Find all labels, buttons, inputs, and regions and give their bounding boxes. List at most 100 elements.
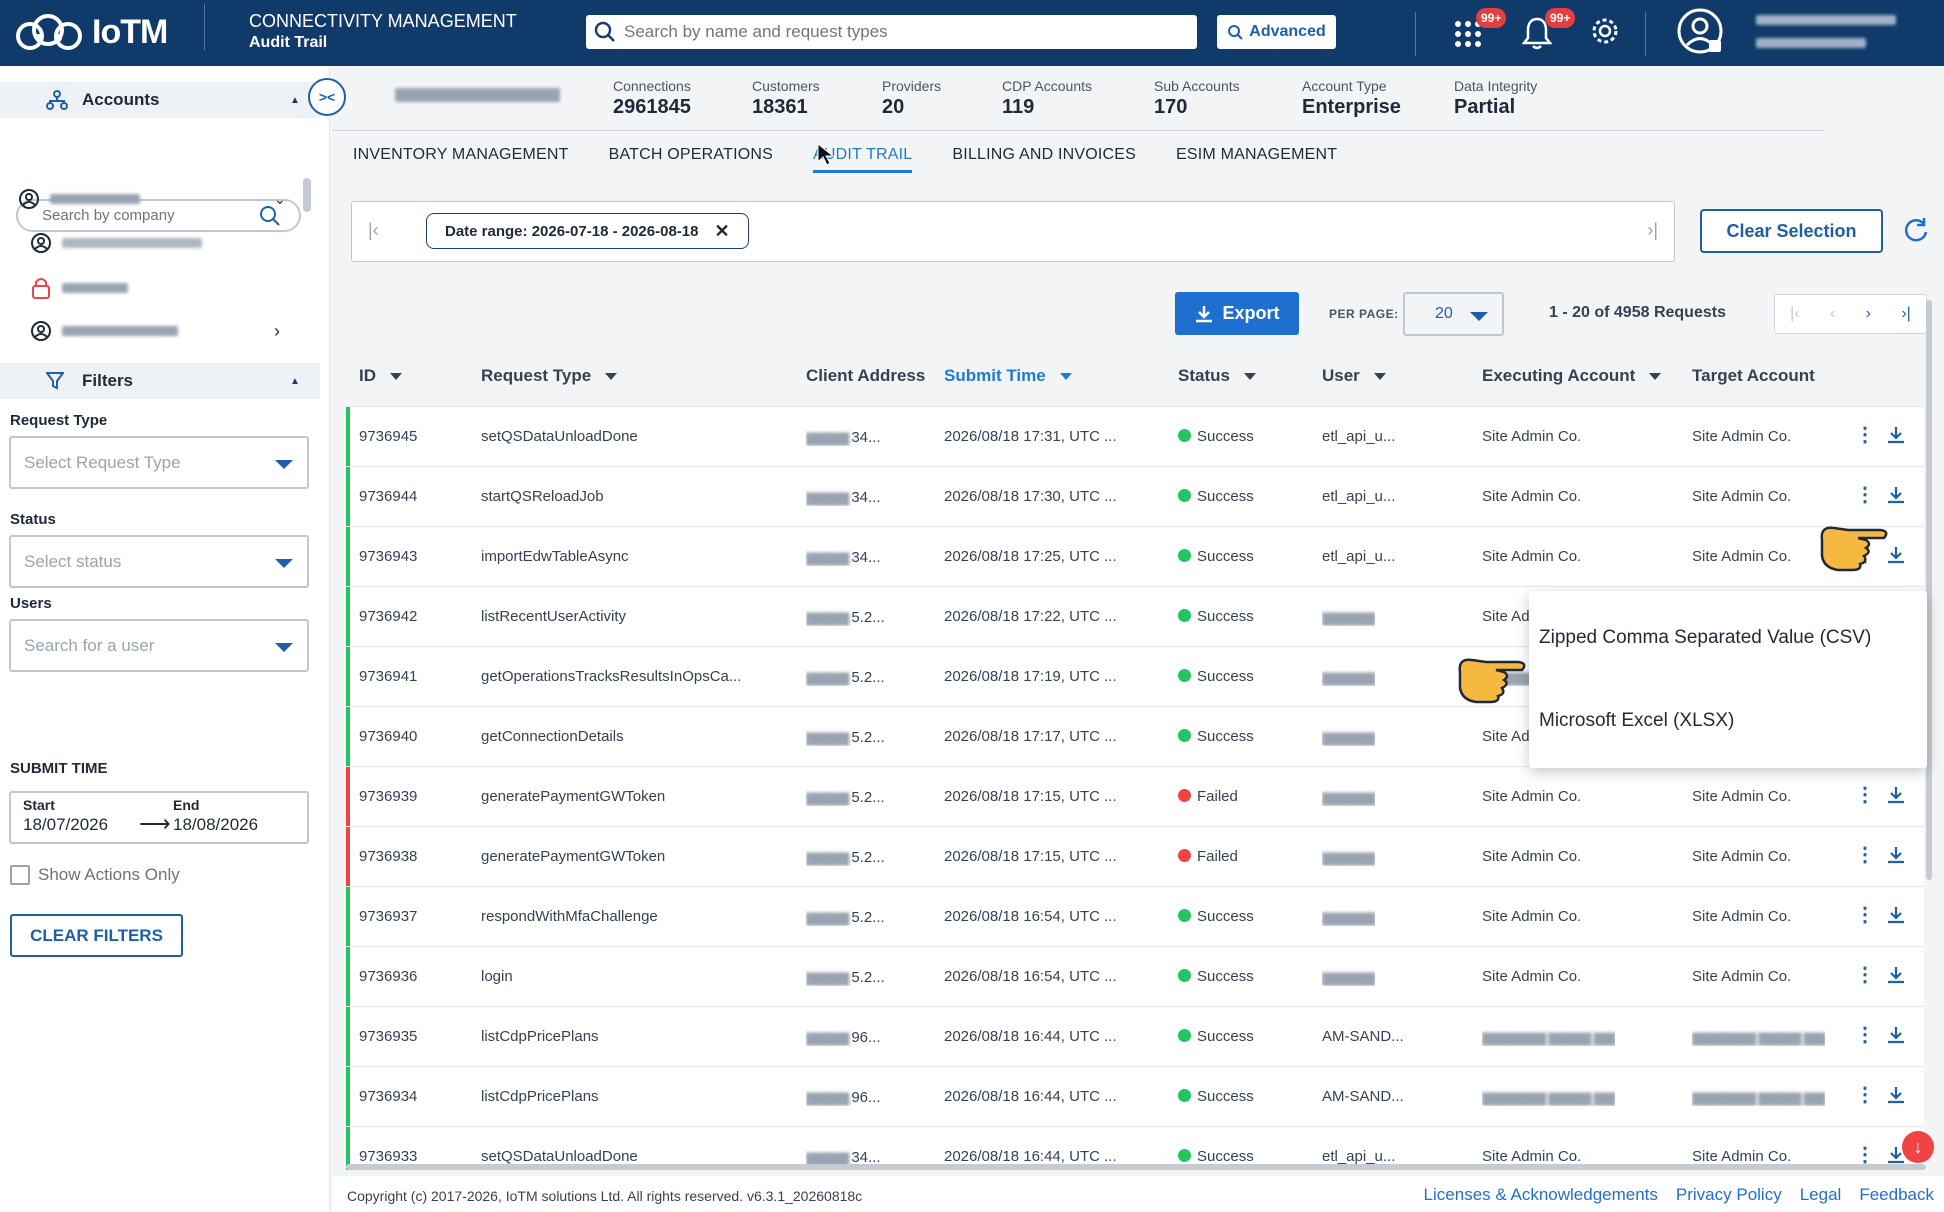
column-header-executing-account[interactable]: Executing Account	[1482, 366, 1662, 386]
column-header-client-address[interactable]: Client Address	[806, 366, 925, 386]
more-options-icon[interactable]: ⋮	[1855, 964, 1875, 986]
bell-icon[interactable]	[1521, 16, 1553, 55]
column-header-submit-time[interactable]: Submit Time	[944, 366, 1072, 386]
download-icon[interactable]	[1886, 785, 1906, 810]
download-icon[interactable]	[1886, 485, 1906, 510]
request-type-select[interactable]: Select Request Type	[9, 436, 309, 489]
download-icon[interactable]	[1886, 1145, 1906, 1170]
user-info[interactable]	[1756, 12, 1896, 52]
table-row[interactable]: 9736933 setQSDataUnloadDone ▆▆▆▆ 34... 2026…	[346, 1126, 1924, 1170]
column-header-status[interactable]: Status	[1178, 366, 1256, 386]
close-icon[interactable]: ✕	[714, 220, 730, 241]
start-date-value[interactable]: 18/07/2026	[23, 815, 109, 834]
more-options-icon[interactable]: ⋮	[1855, 904, 1875, 926]
download-icon[interactable]	[1886, 1085, 1906, 1110]
table-row[interactable]: 9736943 importEdwTableAsync ▆▆▆▆ 34... 2026…	[346, 526, 1924, 587]
user-avatar-icon[interactable]	[1677, 8, 1723, 54]
global-search[interactable]	[586, 15, 1197, 49]
export-xlsx-option[interactable]: Microsoft Excel (XLSX)	[1539, 710, 1735, 731]
first-page-icon[interactable]: |‹	[1790, 305, 1800, 322]
date-range-chip-label: Date range: 2026-07-18 - 2026-08-18	[445, 222, 699, 240]
column-header-request-type[interactable]: Request Type	[481, 366, 618, 386]
column-header-id[interactable]: ID	[359, 366, 402, 386]
footer-link-legal[interactable]: Legal	[1799, 1185, 1842, 1204]
tab-esim-management[interactable]: ESIM MANAGEMENT	[1176, 146, 1338, 163]
refresh-icon[interactable]	[1902, 216, 1930, 249]
column-header-label: Status	[1178, 366, 1230, 385]
status-select[interactable]: Select status	[9, 535, 309, 588]
table-horizontal-scrollbar[interactable]	[346, 1164, 1926, 1170]
more-options-icon[interactable]: ⋮	[1855, 1084, 1875, 1106]
table-vertical-scrollbar[interactable]	[1926, 300, 1932, 880]
end-date-value[interactable]: 18/08/2026	[173, 815, 259, 834]
table-row[interactable]: 9736938 generatePaymentGWToken ▆▆▆▆ 5.2...…	[346, 826, 1924, 887]
company-search-input[interactable]: Search by company	[16, 199, 301, 232]
more-options-icon[interactable]: ⋮	[1855, 844, 1875, 866]
footer-link-licenses[interactable]: Licenses & Acknowledgements	[1423, 1185, 1658, 1204]
footer-link-feedback[interactable]: Feedback	[1859, 1185, 1934, 1204]
filters-section-header[interactable]: Filters ▲	[0, 363, 320, 399]
more-options-icon[interactable]: ⋮	[1855, 1024, 1875, 1046]
chevron-down-icon[interactable]: ⌄	[274, 190, 286, 207]
table-row[interactable]: 9736934 listCdpPricePlans ▆▆▆▆ 96... 2026/0…	[346, 1066, 1924, 1127]
more-options-icon[interactable]: ⋮	[1855, 1144, 1875, 1166]
scroll-first-icon[interactable]: |‹	[368, 220, 379, 240]
scroll-last-icon[interactable]: ›|	[1647, 220, 1658, 240]
account-tree-item[interactable]	[30, 232, 202, 254]
chevron-right-icon[interactable]: ›	[274, 320, 280, 341]
date-range-chip[interactable]: Date range: 2026-07-18 - 2026-08-18 ✕	[426, 213, 749, 249]
download-icon[interactable]	[1886, 905, 1906, 930]
table-row[interactable]: 9736935 listCdpPricePlans ▆▆▆▆ 96... 2026/0…	[346, 1006, 1924, 1067]
account-tree-item[interactable]: ⌄	[18, 188, 286, 210]
column-header-target-account[interactable]: Target Account	[1692, 366, 1815, 386]
pointing-hand-icon	[1818, 516, 1896, 581]
next-page-icon[interactable]: ›	[1865, 305, 1871, 322]
collapse-sidebar-icon[interactable]: ><	[308, 78, 346, 116]
export-button[interactable]: Export	[1175, 292, 1299, 335]
download-icon[interactable]	[1886, 965, 1906, 990]
tab-inventory-management[interactable]: INVENTORY MANAGEMENT	[353, 146, 569, 163]
table-row[interactable]: 9736937 respondWithMfaChallenge ▆▆▆▆ 5.2..…	[346, 886, 1924, 947]
logo[interactable]: IoTM	[14, 12, 168, 52]
chevron-up-icon[interactable]: ▲	[290, 94, 300, 106]
advanced-search-button[interactable]: Advanced	[1217, 15, 1336, 49]
submit-time-range[interactable]: Start 18/07/2026 ⟶ End 18/08/2026	[9, 791, 309, 844]
download-icon[interactable]	[1886, 1025, 1906, 1050]
account-tree-item[interactable]: ›	[30, 320, 280, 342]
cell-status: Success	[1178, 1148, 1254, 1165]
more-options-icon[interactable]: ⋮	[1855, 424, 1875, 446]
checkbox-box[interactable]	[10, 865, 30, 885]
account-tree-item[interactable]	[30, 276, 128, 300]
more-options-icon[interactable]: ⋮	[1855, 784, 1875, 806]
redacted-text: ▆▆▆▆	[806, 849, 852, 866]
column-header-user[interactable]: User	[1322, 366, 1386, 386]
gear-icon[interactable]	[1590, 16, 1620, 51]
table-row[interactable]: 9736945 setQSDataUnloadDone ▆▆▆▆ 34... 2026…	[346, 406, 1924, 467]
global-search-input[interactable]	[624, 22, 1184, 42]
last-page-icon[interactable]: ›|	[1901, 305, 1911, 322]
tab-batch-operations[interactable]: BATCH OPERATIONS	[608, 146, 773, 163]
apps-grid-icon[interactable]	[1454, 20, 1482, 53]
arrow-down-icon[interactable]: ↓	[1902, 1131, 1934, 1163]
table-row[interactable]: 9736936 login ▆▆▆▆ 5.2... 2026/08/18 16:54,…	[346, 946, 1924, 1007]
chevron-up-icon[interactable]: ▲	[290, 375, 300, 387]
users-select[interactable]: Search for a user	[9, 619, 309, 672]
accounts-section-header[interactable]: Accounts ▲	[0, 82, 320, 118]
clear-selection-button[interactable]: Clear Selection	[1700, 209, 1883, 253]
show-actions-only-checkbox[interactable]: Show Actions Only	[10, 865, 180, 885]
more-options-icon[interactable]: ⋮	[1855, 484, 1875, 506]
per-page-select[interactable]: 20	[1403, 292, 1504, 336]
export-csv-option[interactable]: Zipped Comma Separated Value (CSV)	[1539, 627, 1872, 648]
cell-id: 9736936	[359, 968, 418, 985]
download-icon[interactable]	[1886, 425, 1906, 450]
tab-billing-and-invoices[interactable]: BILLING AND INVOICES	[952, 146, 1137, 163]
footer-link-privacy[interactable]: Privacy Policy	[1675, 1185, 1782, 1204]
clear-filters-button[interactable]: CLEAR FILTERS	[10, 914, 183, 957]
download-icon[interactable]	[1886, 545, 1906, 570]
accounts-scrollbar[interactable]	[303, 178, 311, 212]
prev-page-icon[interactable]: ‹	[1830, 305, 1836, 322]
table-row[interactable]: 9736944 startQSReloadJob ▆▆▆▆ 34... 2026/08…	[346, 466, 1924, 527]
tab-audit-trail[interactable]: AUDIT TRAIL	[813, 140, 913, 173]
download-icon[interactable]	[1886, 845, 1906, 870]
table-row[interactable]: 9736939 generatePaymentGWToken ▆▆▆▆ 5.2...…	[346, 766, 1924, 827]
